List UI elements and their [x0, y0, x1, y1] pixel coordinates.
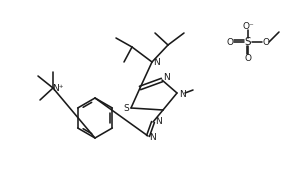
Text: S: S [245, 37, 251, 47]
Text: N: N [155, 116, 161, 126]
Text: O: O [227, 37, 234, 46]
Text: O: O [263, 37, 270, 46]
Text: N⁺: N⁺ [52, 83, 64, 93]
Text: N: N [152, 57, 160, 67]
Text: N: N [150, 132, 156, 142]
Text: O⁻: O⁻ [242, 22, 254, 30]
Text: N: N [163, 73, 169, 82]
Text: S: S [123, 104, 129, 112]
Text: N: N [180, 89, 186, 99]
Text: O: O [245, 53, 252, 62]
